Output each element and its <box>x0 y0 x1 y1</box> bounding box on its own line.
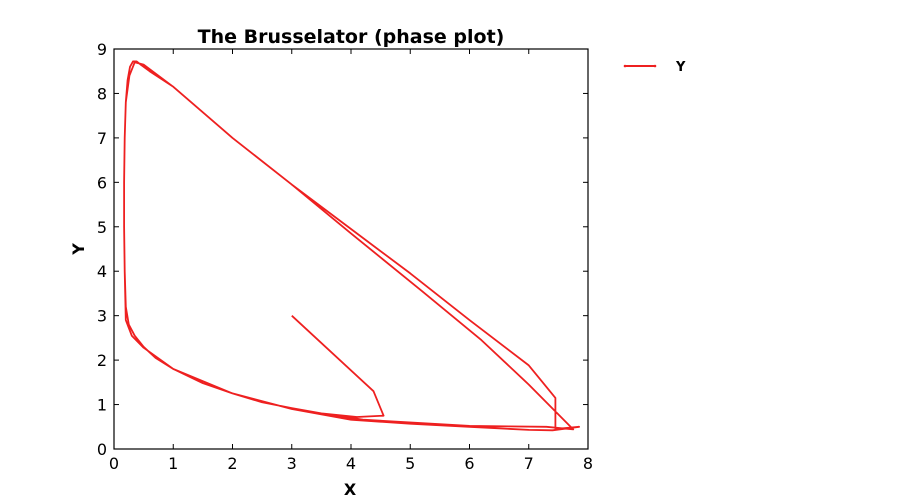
y-tick-label-9: 9 <box>97 40 107 59</box>
x-tick-label-3: 3 <box>287 454 297 473</box>
plot-area <box>123 60 580 432</box>
y-tick-label-2: 2 <box>97 351 107 370</box>
x-tick-label-1: 1 <box>168 454 178 473</box>
y-tick-label-7: 7 <box>97 129 107 148</box>
y-tick-label-3: 3 <box>97 307 107 326</box>
series-line-0 <box>123 60 580 432</box>
legend: Y <box>623 60 686 75</box>
x-tick-label-6: 6 <box>464 454 474 473</box>
x-axis-label: X <box>344 480 357 499</box>
y-tick-label-0: 0 <box>97 440 107 459</box>
x-tick-label-5: 5 <box>405 454 415 473</box>
legend-marker-left <box>623 64 627 68</box>
y-tick-label-5: 5 <box>97 218 107 237</box>
y-tick-label-1: 1 <box>97 396 107 415</box>
y-tick-label-8: 8 <box>97 84 107 103</box>
legend-label-y: Y <box>675 60 686 75</box>
x-tick-label-0: 0 <box>109 454 119 473</box>
x-tick-label-2: 2 <box>227 454 237 473</box>
y-axis-label: Y <box>69 243 88 256</box>
y-tick-label-6: 6 <box>97 173 107 192</box>
plot-frame <box>113 48 589 450</box>
y-tick-label-4: 4 <box>97 262 107 281</box>
x-tick-label-4: 4 <box>346 454 356 473</box>
legend-marker-right <box>653 64 657 68</box>
chart-title: The Brusselator (phase plot) <box>198 26 505 48</box>
x-tick-label-7: 7 <box>524 454 534 473</box>
x-tick-label-8: 8 <box>583 454 593 473</box>
axis-ticks: 0 1 2 3 4 5 6 7 8 0 1 2 3 4 5 6 7 8 9 <box>97 40 593 473</box>
